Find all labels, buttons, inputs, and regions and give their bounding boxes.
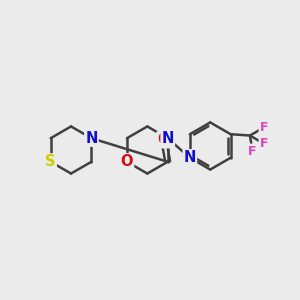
Text: O: O xyxy=(158,132,170,147)
Text: S: S xyxy=(45,154,56,169)
Text: O: O xyxy=(121,154,133,169)
Text: N: N xyxy=(85,131,98,146)
Text: F: F xyxy=(260,137,268,150)
Text: N: N xyxy=(184,150,196,165)
Text: N: N xyxy=(161,131,174,146)
Text: F: F xyxy=(248,145,257,158)
Text: F: F xyxy=(260,121,268,134)
